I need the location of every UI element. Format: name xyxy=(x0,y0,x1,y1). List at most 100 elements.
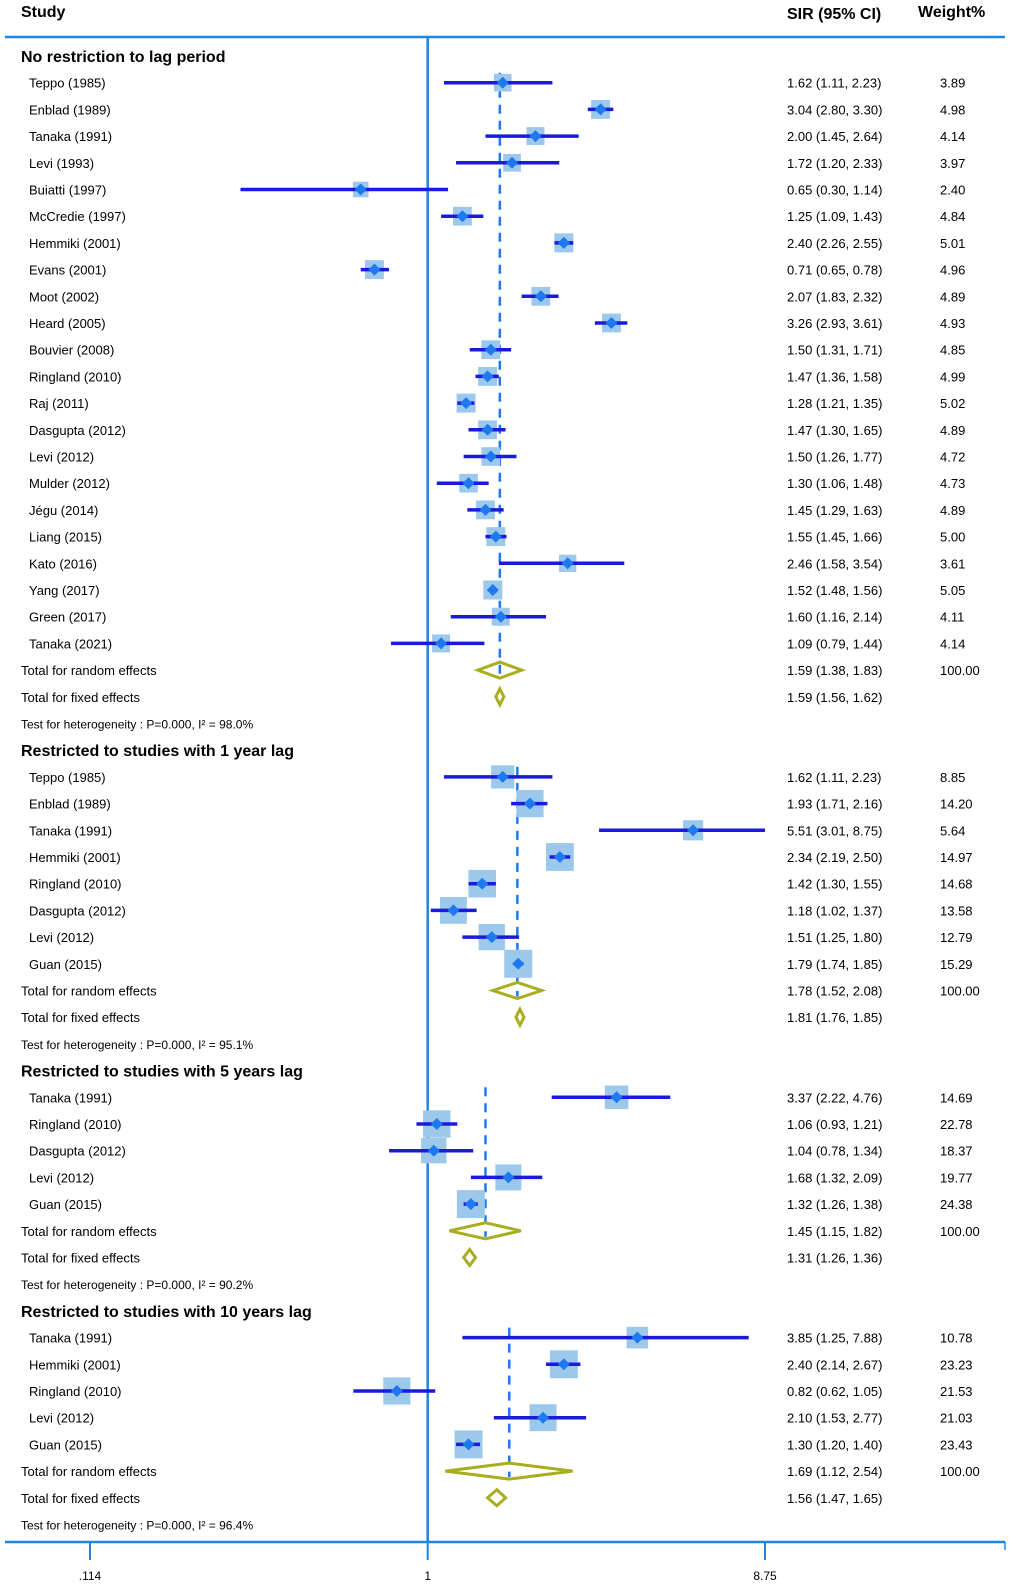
point-estimate-marker xyxy=(529,130,542,143)
study-name: Tanaka (1991) xyxy=(29,1331,112,1346)
study-weight: 13.58 xyxy=(940,903,973,918)
study-weight: 4.72 xyxy=(940,450,965,465)
study-name: McCredie (1997) xyxy=(29,209,126,224)
study-sir-ci: 1.06 (0.93, 1.21) xyxy=(787,1117,882,1132)
point-estimate-marker xyxy=(557,236,570,249)
study-sir-ci: 0.71 (0.65, 0.78) xyxy=(787,263,882,278)
study-weight: 3.97 xyxy=(940,156,965,171)
study-name: Enblad (1989) xyxy=(29,102,111,117)
study-weight: 5.64 xyxy=(940,823,965,838)
x-tick-label: 1 xyxy=(424,1569,431,1583)
point-estimate-marker xyxy=(484,450,497,463)
study-sir-ci: 2.34 (2.19, 2.50) xyxy=(787,850,882,865)
point-estimate-marker xyxy=(368,263,381,276)
point-estimate-marker xyxy=(447,904,460,917)
study-name: Green (2017) xyxy=(29,610,106,625)
study-sir-ci: 0.65 (0.30, 1.14) xyxy=(787,183,882,198)
study-name: Heard (2005) xyxy=(29,316,106,331)
study-sir-ci: 1.18 (1.02, 1.37) xyxy=(787,903,882,918)
study-weight: 4.14 xyxy=(940,129,965,144)
study-name: Hemmiki (2001) xyxy=(29,1357,121,1372)
study-name: Raj (2011) xyxy=(29,396,89,411)
study-sir-ci: 0.82 (0.62, 1.05) xyxy=(787,1384,882,1399)
point-estimate-marker xyxy=(486,584,499,596)
fixed-effects-diamond xyxy=(485,1487,508,1508)
point-estimate-marker xyxy=(687,824,700,837)
study-name: Dasgupta (2012) xyxy=(29,423,126,438)
study-name: Levi (2012) xyxy=(29,450,94,465)
point-estimate-marker xyxy=(610,1091,623,1104)
study-name: Liang (2015) xyxy=(29,530,102,545)
study-name: Levi (2012) xyxy=(29,930,94,945)
study-sir-ci: 1.50 (1.26, 1.77) xyxy=(787,450,882,465)
group-title: No restriction to lag period xyxy=(21,49,225,66)
random-effects-weight: 100.00 xyxy=(940,1464,980,1479)
study-sir-ci: 1.42 (1.30, 1.55) xyxy=(787,877,882,892)
study-weight: 5.01 xyxy=(940,236,965,251)
study-sir-ci: 1.62 (1.11, 2.23) xyxy=(787,76,881,91)
study-weight: 4.84 xyxy=(940,209,965,224)
random-effects-diamond xyxy=(449,1221,522,1241)
random-effects-sir-ci: 1.59 (1.38, 1.83) xyxy=(787,663,882,678)
point-estimate-marker xyxy=(502,1171,515,1184)
study-weight: 24.38 xyxy=(940,1197,973,1212)
heterogeneity-test: Test for heterogeneity : P=0.000, I² = 9… xyxy=(21,1278,253,1292)
point-estimate-marker xyxy=(561,557,574,570)
study-sir-ci: 1.51 (1.25, 1.80) xyxy=(787,930,882,945)
point-estimate-marker xyxy=(354,183,367,196)
study-weight: 21.03 xyxy=(940,1411,973,1426)
fixed-effects-label: Total for fixed effects xyxy=(21,1491,140,1506)
study-weight: 4.96 xyxy=(940,263,965,278)
study-weight: 5.05 xyxy=(940,583,965,598)
point-estimate-marker xyxy=(390,1385,403,1397)
study-sir-ci: 1.72 (1.20, 2.33) xyxy=(787,156,882,171)
study-sir-ci: 3.26 (2.93, 3.61) xyxy=(787,316,882,331)
study-name: Yang (2017) xyxy=(29,583,100,598)
fixed-effects-label: Total for fixed effects xyxy=(21,1251,140,1266)
point-estimate-marker xyxy=(462,477,475,490)
point-estimate-marker xyxy=(512,957,525,970)
random-effects-weight: 100.00 xyxy=(940,663,980,678)
study-weight: 4.93 xyxy=(940,316,965,331)
study-sir-ci: 2.07 (1.83, 2.32) xyxy=(787,289,882,304)
study-sir-ci: 1.47 (1.30, 1.65) xyxy=(787,423,882,438)
random-effects-sir-ci: 1.69 (1.12, 2.54) xyxy=(787,1464,882,1479)
header-study: Study xyxy=(21,4,66,21)
point-estimate-marker xyxy=(456,210,469,223)
study-weight: 14.69 xyxy=(940,1090,973,1105)
study-sir-ci: 5.51 (3.01, 8.75) xyxy=(787,823,882,838)
study-name: Dasgupta (2012) xyxy=(29,1144,126,1159)
study-weight: 3.89 xyxy=(940,76,965,91)
study-name: Kato (2016) xyxy=(29,556,97,571)
study-name: Ringland (2010) xyxy=(29,877,122,892)
random-effects-label: Total for random effects xyxy=(21,984,157,999)
x-tick-label: .114 xyxy=(79,1569,102,1583)
random-effects-sir-ci: 1.45 (1.15, 1.82) xyxy=(787,1224,882,1239)
study-sir-ci: 3.04 (2.80, 3.30) xyxy=(787,102,882,117)
study-sir-ci: 1.62 (1.11, 2.23) xyxy=(787,770,881,785)
point-estimate-marker xyxy=(489,530,502,543)
point-estimate-marker xyxy=(435,637,448,650)
study-name: Levi (1993) xyxy=(29,156,94,171)
study-name: Dasgupta (2012) xyxy=(29,903,126,918)
header-sir-ci: SIR (95% CI) xyxy=(787,6,881,23)
point-estimate-marker xyxy=(534,290,547,303)
study-name: Levi (2012) xyxy=(29,1170,94,1185)
random-effects-diamond xyxy=(473,660,527,680)
study-name: Buiatti (1997) xyxy=(29,183,106,198)
study-sir-ci: 1.32 (1.26, 1.38) xyxy=(787,1197,882,1212)
study-sir-ci: 1.55 (1.45, 1.66) xyxy=(787,530,882,545)
point-estimate-marker xyxy=(537,1411,550,1424)
study-weight: 14.20 xyxy=(940,797,973,812)
fixed-effects-sir-ci: 1.59 (1.56, 1.62) xyxy=(787,690,882,705)
study-sir-ci: 1.50 (1.31, 1.71) xyxy=(787,343,882,358)
study-name: Ringland (2010) xyxy=(29,1117,122,1132)
study-name: Tanaka (1991) xyxy=(29,129,112,144)
random-effects-sir-ci: 1.78 (1.52, 2.08) xyxy=(787,984,882,999)
study-name: Guan (2015) xyxy=(29,1197,102,1212)
point-estimate-marker xyxy=(485,931,498,944)
point-estimate-marker xyxy=(631,1331,644,1344)
point-estimate-marker xyxy=(496,770,509,783)
fixed-effects-diamond xyxy=(461,1246,478,1269)
